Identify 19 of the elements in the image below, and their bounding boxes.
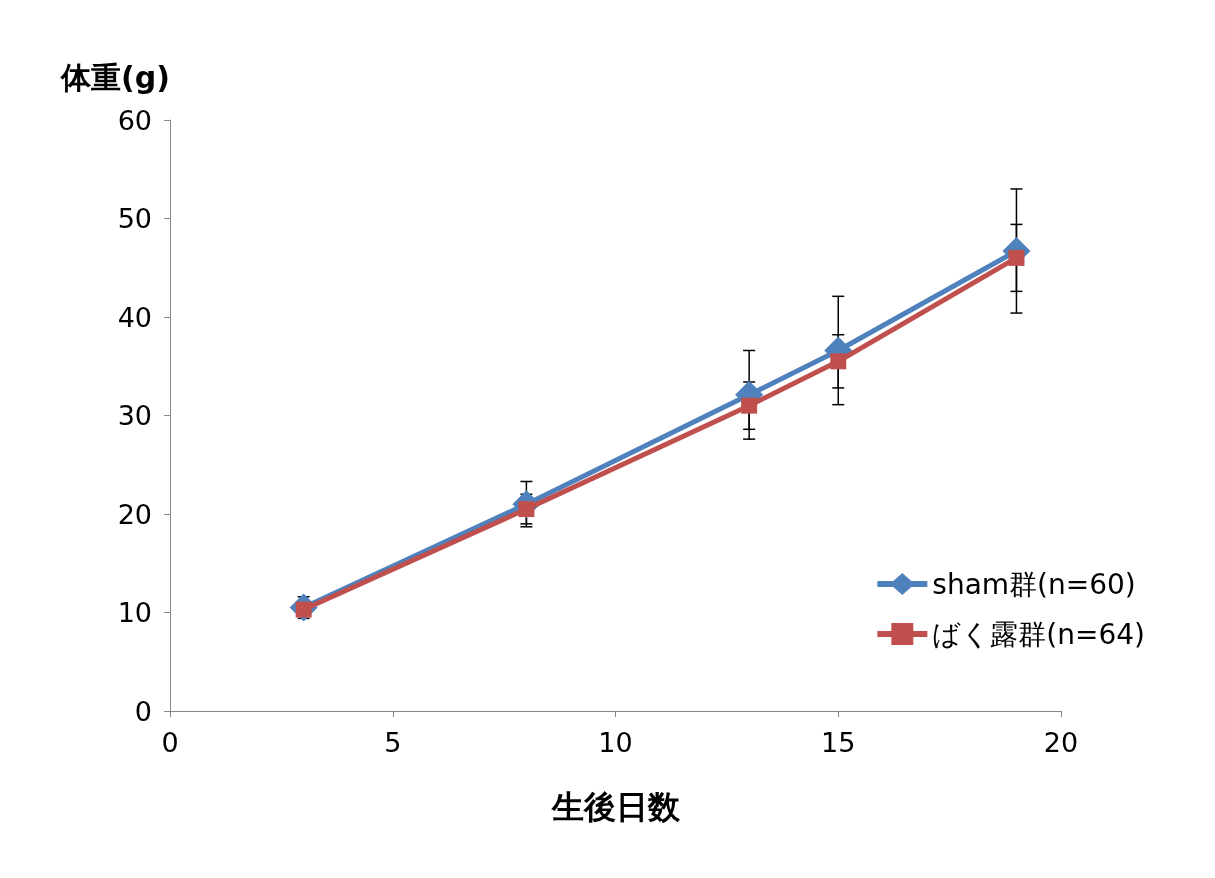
x-tick-label: 10 <box>598 727 633 758</box>
y-tick-label: 10 <box>117 597 152 628</box>
point <box>1008 249 1025 266</box>
y-tick-label: 20 <box>117 498 152 530</box>
y-tick-label: 0 <box>134 695 152 727</box>
y-tick-label: 60 <box>117 104 152 136</box>
legend-label: sham群(n=60) <box>932 567 1136 601</box>
y-axis-title: 体重(g) <box>60 59 170 95</box>
x-tick-label: 0 <box>161 727 179 758</box>
y-tick-label: 30 <box>117 400 152 431</box>
x-tick-label: 20 <box>1043 727 1079 758</box>
legend-label: ばく露群(n=64) <box>932 617 1145 651</box>
x-tick-label: 15 <box>821 727 856 758</box>
x-tick-label: 5 <box>384 727 402 758</box>
x-axis-title: 生後日数 <box>550 788 681 826</box>
y-tick-label: 50 <box>117 203 152 234</box>
point <box>741 397 758 414</box>
y-tick-label: 40 <box>117 301 152 333</box>
point <box>830 353 847 370</box>
